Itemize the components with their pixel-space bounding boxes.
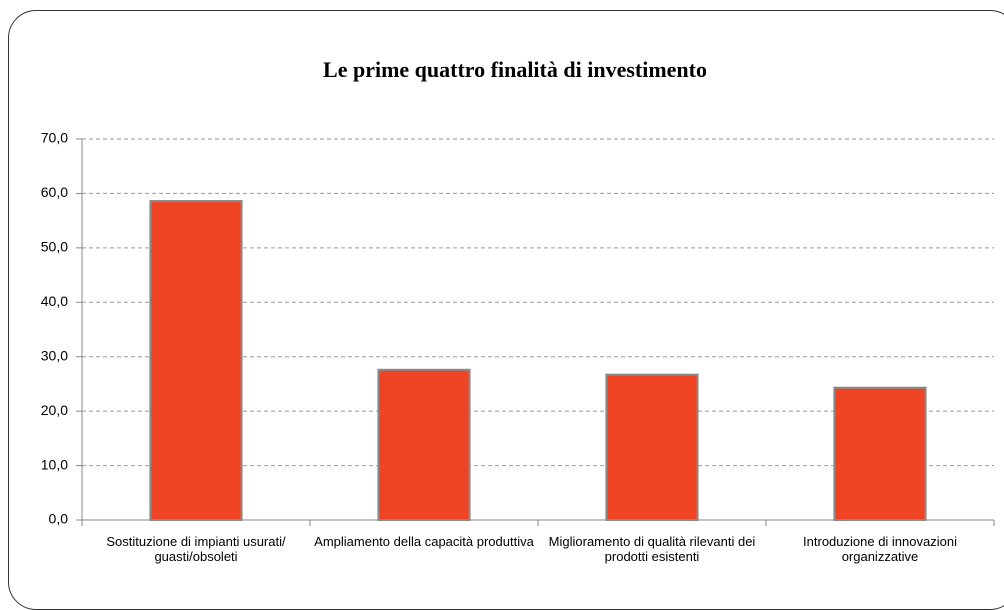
y-tick-label: 60,0 <box>41 184 68 200</box>
y-tick-label: 0,0 <box>49 511 69 527</box>
bar <box>377 368 471 521</box>
y-tick-label: 40,0 <box>41 293 68 309</box>
chart: Le prime quattro finalità di investiment… <box>41 57 995 527</box>
y-tick-label: 10,0 <box>41 456 68 472</box>
x-tick-label: Introduzione di innovazioni organizzativ… <box>803 534 957 564</box>
bar <box>605 373 699 521</box>
x-tick-label: Ampliamento della capacità produttiva <box>314 534 534 549</box>
y-tick-label: 20,0 <box>41 402 68 418</box>
x-tick-label: Sostituzione di impianti usurati/ guasti… <box>106 534 286 564</box>
bar <box>833 386 927 522</box>
y-tick-label: 70,0 <box>41 130 68 146</box>
chart-title: Le prime quattro finalità di investiment… <box>323 57 707 82</box>
page: Le prime quattro finalità di investiment… <box>8 10 1004 610</box>
bar <box>149 200 243 521</box>
x-tick-label: Miglioramento di qualità rilevanti dei p… <box>548 534 756 564</box>
y-tick-label: 30,0 <box>41 347 68 363</box>
y-tick-label: 50,0 <box>41 239 68 255</box>
